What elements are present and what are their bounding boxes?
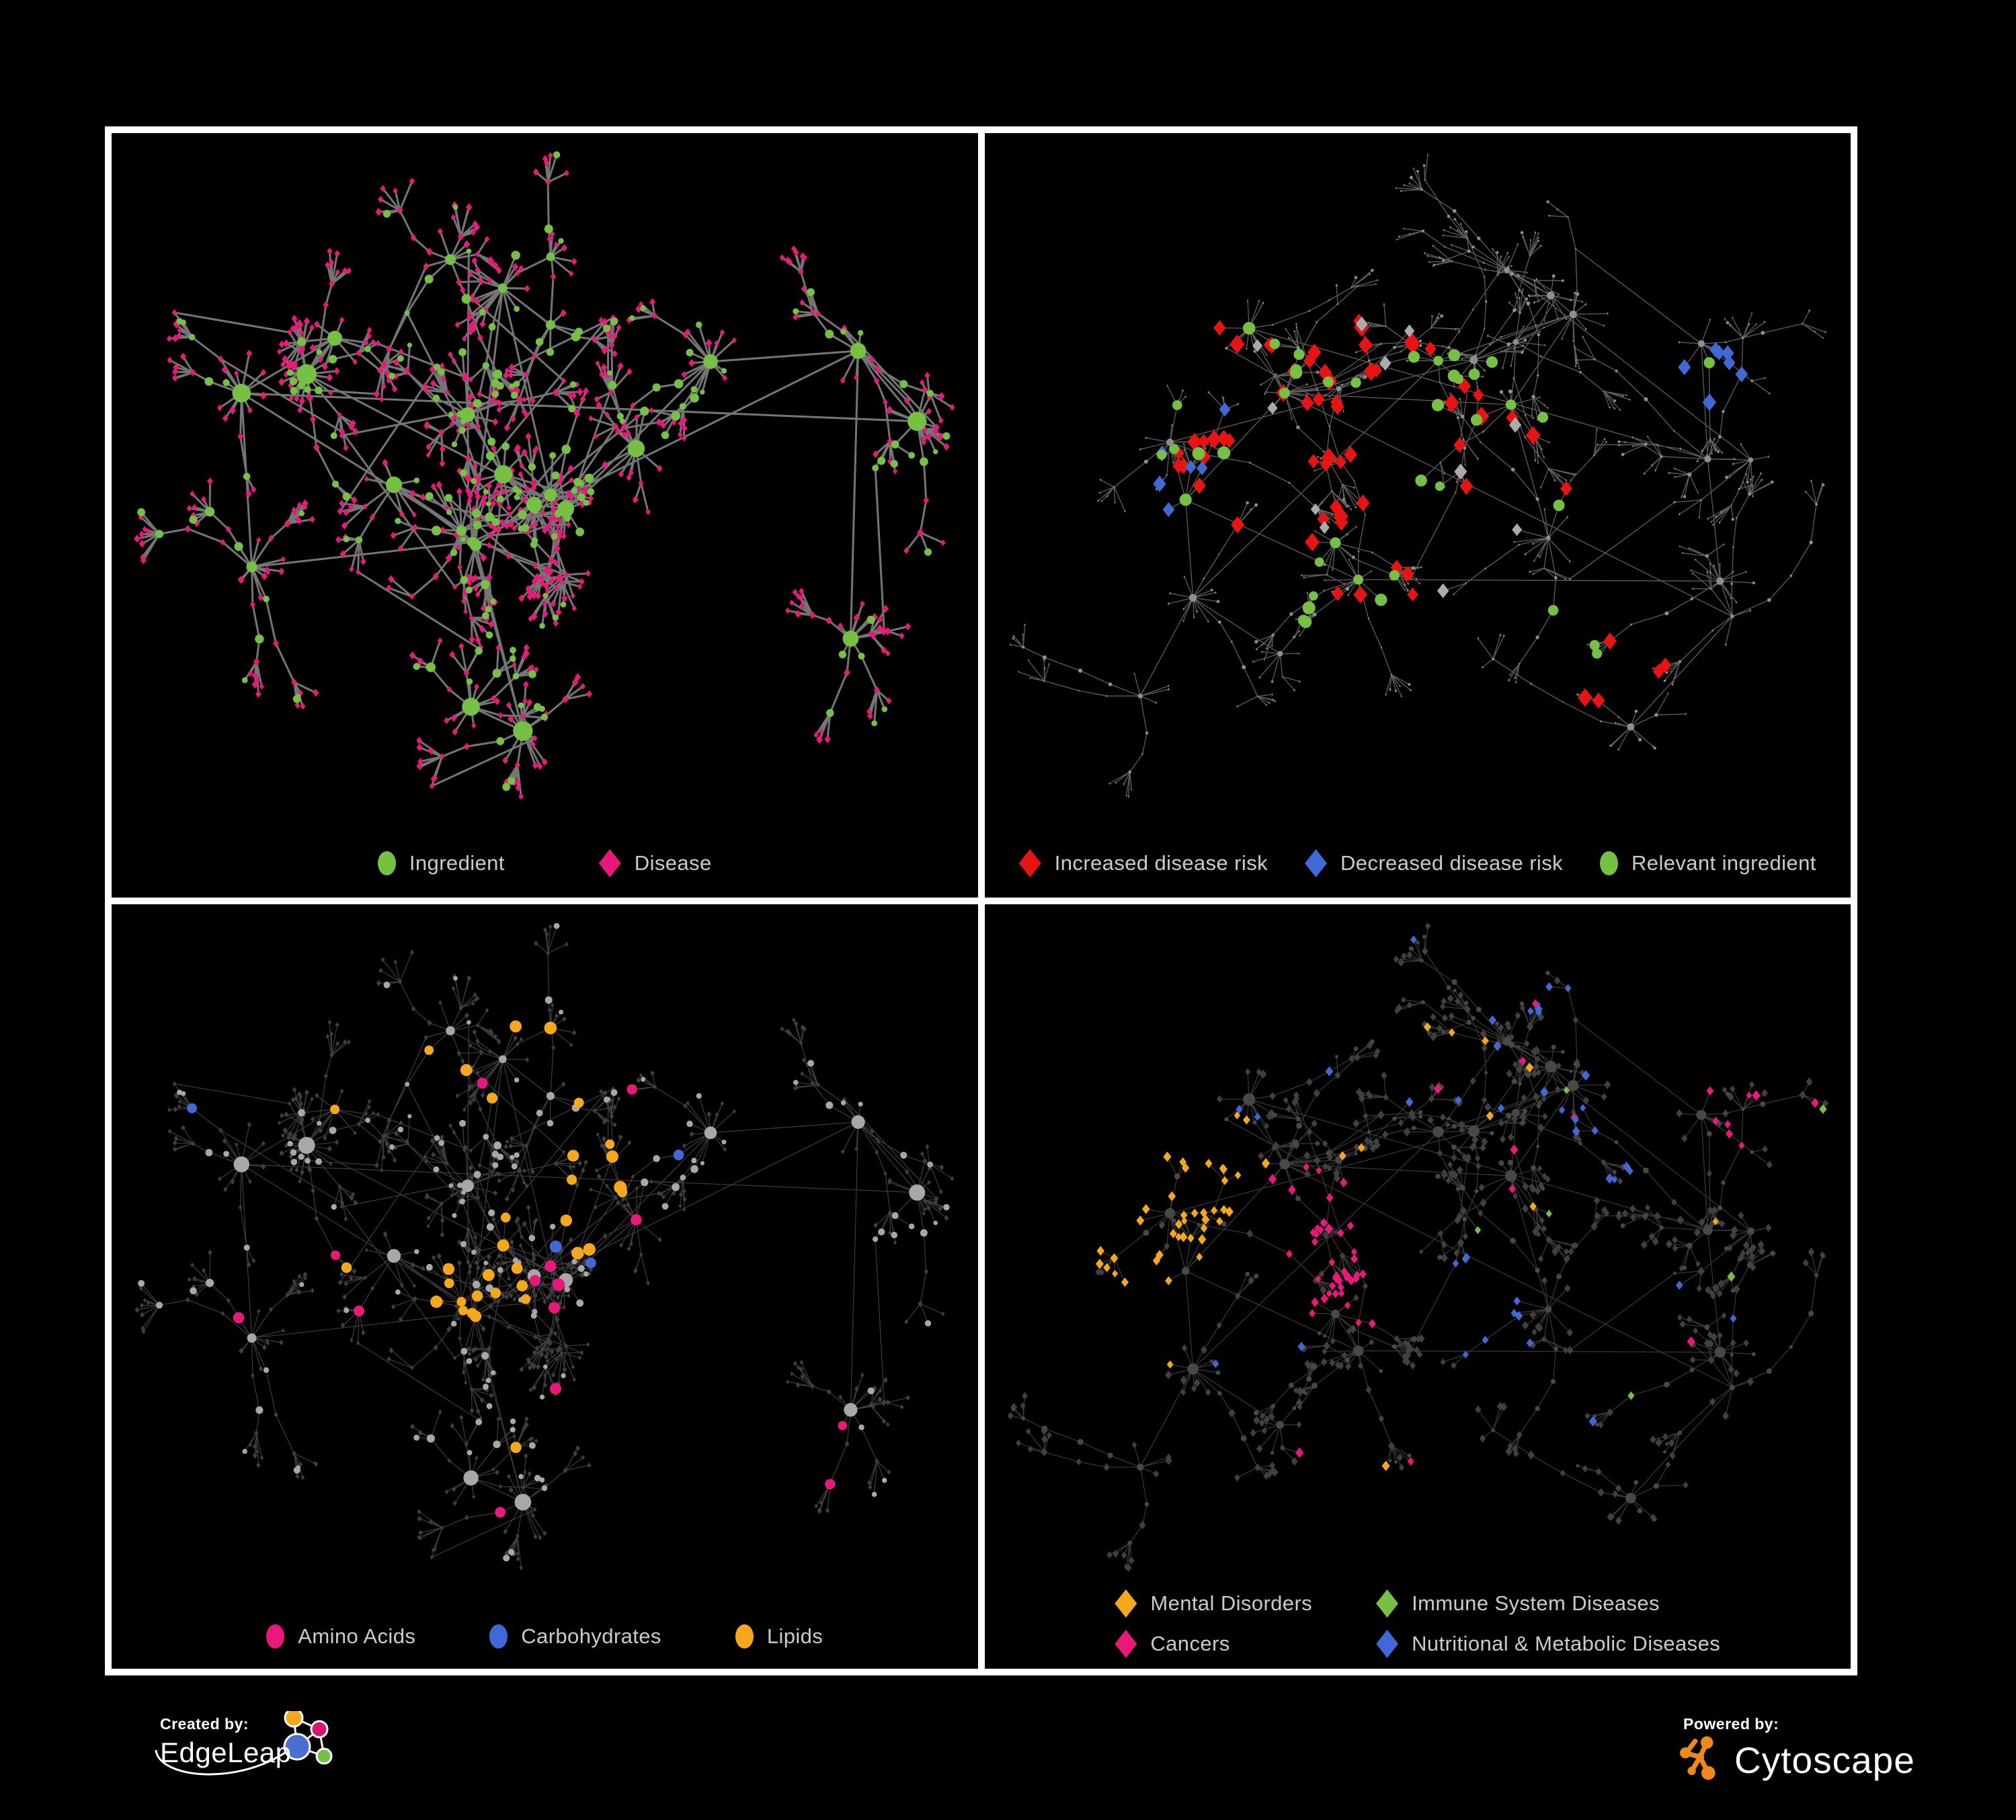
- legend-label: Lipids: [766, 1624, 823, 1648]
- legend-swatch-diamond-icon: [1376, 1589, 1399, 1618]
- network-graph-ingredient-disease: [134, 151, 955, 800]
- legend-label: Mental Disorders: [1150, 1591, 1313, 1615]
- network-graph-chemical-class: [134, 922, 955, 1571]
- legend-swatch-diamond-icon: [1305, 849, 1327, 877]
- legend-swatch-circle-icon: [1600, 851, 1619, 875]
- legend-label: Carbohydrates: [521, 1624, 661, 1648]
- legend-item: Cancers: [1115, 1630, 1312, 1658]
- network-graph-disease-class: [1007, 922, 1828, 1572]
- legend-label: Immune System Diseases: [1412, 1591, 1660, 1615]
- edgeleap-credit: Created by: EdgeLeap: [155, 1711, 402, 1816]
- legend-item: Decreased disease risk: [1305, 849, 1563, 877]
- panel-disease-risk: Increased disease risk Decreased disease …: [984, 133, 1851, 898]
- created-by-label: Created by:: [160, 1715, 249, 1733]
- legend-swatch-diamond-icon: [1115, 1589, 1137, 1618]
- cytoscape-logo-text: Cytoscape: [1734, 1739, 1915, 1781]
- legend-swatch-circle-icon: [735, 1624, 754, 1649]
- legend-label: Relevant ingredient: [1631, 851, 1816, 875]
- legend-item: Amino Acids: [266, 1624, 415, 1649]
- legend-label: Nutritional & Metabolic Diseases: [1412, 1632, 1721, 1655]
- legend-disease-class: Mental Disorders Immune System Diseases Ca…: [985, 1589, 1851, 1658]
- panel-grid: Ingredient Disease Increased disease risk…: [105, 126, 1857, 1675]
- edgeleap-logo-icon: [155, 1711, 333, 1776]
- legend-item: Carbohydrates: [489, 1624, 661, 1649]
- powered-by-label: Powered by:: [1683, 1715, 1779, 1733]
- cytoscape-credit: Powered by: Cytoscape: [1680, 1715, 1992, 1816]
- legend-swatch-diamond-icon: [1376, 1630, 1399, 1658]
- legend-swatch-circle-icon: [489, 1624, 508, 1649]
- legend-item: Disease: [598, 849, 712, 877]
- panel-chemical-class: Amino Acids Carbohydrates Lipids: [112, 904, 978, 1669]
- legend-item: Immune System Diseases: [1376, 1589, 1720, 1618]
- legend-item: Mental Disorders: [1115, 1589, 1312, 1618]
- legend-chemical-class: Amino Acids Carbohydrates Lipids: [112, 1624, 978, 1649]
- legend-item: Relevant ingredient: [1600, 851, 1816, 875]
- legend-item: Ingredient: [377, 851, 505, 875]
- legend-swatch-circle-icon: [266, 1624, 285, 1649]
- legend-label: Decreased disease risk: [1340, 851, 1564, 875]
- legend-label: Cancers: [1150, 1632, 1230, 1655]
- legend-swatch-circle-icon: [377, 851, 396, 875]
- legend-swatch-diamond-icon: [598, 849, 621, 877]
- cytoscape-logo-icon: [1680, 1736, 1716, 1780]
- legend-swatch-diamond-icon: [1018, 849, 1041, 877]
- legend-disease-risk: Increased disease risk Decreased disease …: [985, 849, 1851, 877]
- legend-label: Ingredient: [409, 851, 505, 875]
- legend-label: Amino Acids: [298, 1624, 416, 1648]
- legend-label: Disease: [634, 851, 712, 875]
- legend-item: Lipids: [735, 1624, 823, 1649]
- legend-item: Increased disease risk: [1018, 849, 1268, 877]
- edgeleap-logo-text: EdgeLeap: [160, 1737, 292, 1768]
- legend-label: Increased disease risk: [1054, 851, 1268, 875]
- panel-ingredient-disease: Ingredient Disease: [112, 133, 978, 898]
- legend-ingredient-disease: Ingredient Disease: [112, 849, 978, 877]
- panel-disease-class: Mental Disorders Immune System Diseases Ca…: [984, 904, 1851, 1669]
- legend-swatch-diamond-icon: [1115, 1630, 1137, 1658]
- legend-item: Nutritional & Metabolic Diseases: [1376, 1630, 1720, 1658]
- network-graph-disease-risk: [1009, 153, 1826, 798]
